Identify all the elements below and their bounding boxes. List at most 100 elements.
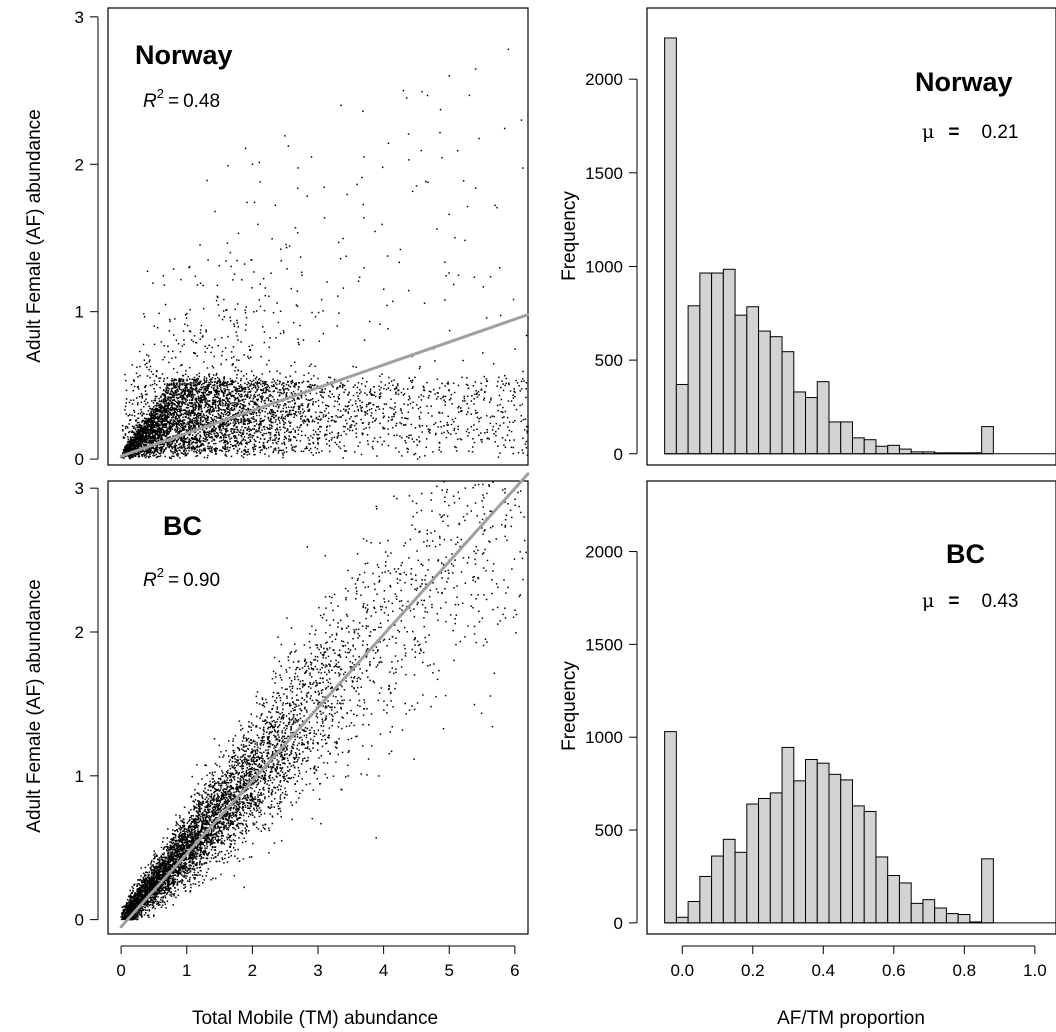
scatter-point <box>255 412 258 414</box>
scatter-point <box>360 409 363 412</box>
scatter-point <box>193 449 196 451</box>
scatter-point <box>179 409 181 411</box>
scatter-point <box>173 407 175 409</box>
scatter-point <box>311 420 314 423</box>
scatter-point <box>189 366 191 369</box>
scatter-point <box>171 443 173 445</box>
scatter-point <box>233 394 235 397</box>
scatter-point <box>226 394 229 397</box>
scatter-point <box>347 405 350 407</box>
scatter-point <box>225 431 227 433</box>
scatter-point <box>188 395 190 398</box>
scatter-point <box>525 396 527 399</box>
scatter-point <box>162 414 165 417</box>
scatter-point <box>418 367 421 370</box>
scatter-point <box>520 380 523 383</box>
scatter-point <box>192 340 195 343</box>
scatter-point <box>288 435 290 437</box>
scatter-point <box>242 430 245 432</box>
scatter-point <box>167 433 170 435</box>
scatter-point <box>168 384 170 387</box>
scatter-point <box>478 137 480 140</box>
scatter-point <box>524 443 527 445</box>
scatter-point <box>480 432 482 434</box>
scatter-point <box>207 403 209 405</box>
scatter-point <box>388 382 390 384</box>
scatter-point <box>232 409 235 412</box>
scatter-point <box>253 420 255 423</box>
scatter-point <box>480 388 483 391</box>
scatter-point <box>174 390 177 392</box>
scatter-point <box>221 409 223 411</box>
scatter-point <box>130 437 132 440</box>
scatter-point <box>435 398 438 400</box>
scatter-point <box>207 387 209 389</box>
scatter-point <box>175 394 177 396</box>
scatter-point <box>163 284 166 286</box>
scatter-point <box>241 395 243 398</box>
scatter-point <box>345 409 347 411</box>
scatter-point <box>453 429 455 432</box>
scatter-point <box>512 298 515 301</box>
scatter-point <box>216 376 219 379</box>
scatter-point <box>156 449 159 451</box>
scatter-point <box>172 423 175 425</box>
scatter-point <box>276 428 279 431</box>
scatter-point <box>212 407 215 410</box>
scatter-point <box>200 388 203 391</box>
scatter-point <box>254 445 257 448</box>
scatter-point <box>438 446 441 449</box>
scatter-point <box>317 422 319 424</box>
scatter-point <box>258 378 261 380</box>
scatter-point <box>375 406 378 408</box>
scatter-point <box>236 442 238 445</box>
scatter-point <box>125 446 128 449</box>
scatter-point <box>187 416 190 419</box>
scatter-point <box>278 434 281 436</box>
scatter-point <box>271 238 273 240</box>
scatter-point <box>162 401 164 404</box>
scatter-point <box>484 432 486 434</box>
scatter-point <box>356 183 358 186</box>
scatter-point <box>347 411 349 413</box>
scatter-point <box>444 261 446 263</box>
scatter-point <box>139 442 142 445</box>
scatter-point <box>243 395 246 397</box>
scatter-point <box>199 338 201 340</box>
scatter-point <box>234 428 236 430</box>
scatter-point <box>423 389 425 391</box>
scatter-point <box>167 350 170 353</box>
scatter-point <box>175 431 177 433</box>
scatter-point <box>202 449 205 452</box>
scatter-point <box>129 457 132 460</box>
scatter-point <box>262 444 264 447</box>
scatter-point <box>368 421 370 424</box>
scatter-point <box>219 380 222 383</box>
scatter-point <box>395 387 398 390</box>
scatter-point <box>145 419 147 422</box>
scatter-point <box>390 419 393 421</box>
scatter-point <box>357 445 360 447</box>
scatter-point <box>233 418 236 421</box>
scatter-point <box>142 427 145 430</box>
scatter-point <box>292 446 294 448</box>
scatter-point <box>223 298 225 301</box>
scatter-point <box>240 279 243 281</box>
scatter-point <box>282 454 285 456</box>
scatter-point <box>164 413 166 416</box>
scatter-point <box>245 373 248 375</box>
scatter-point <box>184 403 186 405</box>
scatter-point <box>128 454 131 456</box>
scatter-point <box>448 213 450 216</box>
scatter-point <box>349 399 352 401</box>
scatter-point <box>240 370 243 373</box>
scatter-point <box>328 405 330 408</box>
scatter-point <box>430 405 433 407</box>
scatter-point <box>458 405 460 408</box>
scatter-point <box>214 378 216 380</box>
scatter-point <box>467 387 470 390</box>
scatter-point <box>189 399 191 401</box>
scatter-point <box>229 403 231 405</box>
scatter-point <box>381 373 383 375</box>
scatter-point <box>248 422 250 424</box>
